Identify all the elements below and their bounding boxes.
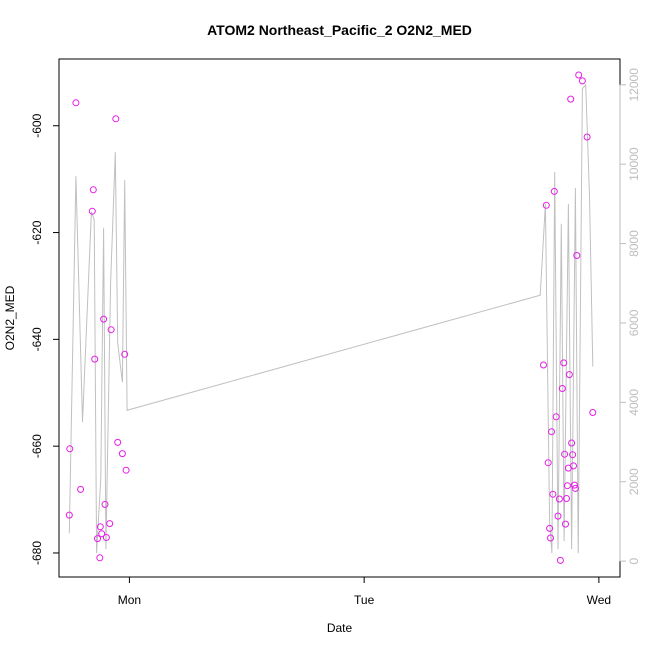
data-point bbox=[100, 315, 108, 323]
data-point bbox=[546, 524, 554, 532]
y2-tick-label: 6000 bbox=[627, 309, 641, 336]
data-point bbox=[96, 523, 104, 531]
chart-title: ATOM2 Northeast_Pacific_2 O2N2_MED bbox=[207, 22, 472, 38]
data-point bbox=[107, 326, 115, 334]
data-point bbox=[106, 520, 114, 528]
data-point bbox=[88, 207, 96, 215]
data-point bbox=[568, 439, 576, 447]
data-point bbox=[562, 520, 569, 528]
data-point bbox=[567, 95, 575, 103]
y-tick-label: -600 bbox=[30, 113, 44, 137]
data-point bbox=[569, 451, 577, 459]
x-tick-label: Tue bbox=[354, 593, 375, 607]
plot-frame bbox=[58, 58, 621, 578]
data-point bbox=[66, 445, 74, 453]
x-tick-label: Mon bbox=[118, 593, 141, 607]
y-tick-label: -620 bbox=[30, 220, 44, 244]
y2-tick-label: 4000 bbox=[627, 389, 641, 416]
y-axis-right: 0 2000 4000 6000 8000 10000 12000 bbox=[619, 68, 641, 564]
data-point bbox=[571, 481, 578, 489]
data-point bbox=[556, 556, 564, 564]
data-point bbox=[91, 355, 99, 363]
x-tick-label: Wed bbox=[587, 593, 611, 607]
data-point bbox=[65, 511, 73, 519]
x-axis-title: Date bbox=[327, 621, 353, 635]
data-point bbox=[101, 500, 109, 508]
data-point bbox=[575, 71, 583, 79]
data-point bbox=[589, 409, 597, 416]
data-point bbox=[548, 428, 555, 436]
data-point bbox=[118, 450, 126, 458]
data-point bbox=[583, 133, 591, 141]
data-point bbox=[563, 495, 570, 502]
data-point bbox=[571, 484, 579, 492]
data-point bbox=[558, 385, 566, 392]
data-point bbox=[573, 252, 581, 259]
x-axis: Mon Tue Wed bbox=[118, 576, 611, 607]
y2-tick-label: 2000 bbox=[627, 468, 641, 495]
data-point bbox=[112, 115, 120, 123]
data-point bbox=[77, 485, 85, 493]
y2-tick-label: 8000 bbox=[627, 230, 641, 257]
data-point bbox=[96, 554, 104, 562]
series-line bbox=[68, 83, 594, 554]
data-point bbox=[547, 534, 554, 542]
data-point bbox=[552, 413, 560, 421]
y-tick-label: -640 bbox=[30, 327, 44, 351]
data-layer bbox=[65, 71, 597, 564]
data-point bbox=[89, 186, 97, 194]
data-point bbox=[550, 187, 558, 195]
y-tick-label: -680 bbox=[30, 541, 44, 565]
data-point bbox=[555, 495, 563, 503]
y2-tick-label: 12000 bbox=[627, 68, 641, 102]
y-tick-label: -660 bbox=[30, 434, 44, 458]
y-axis-title: O2N2_MED bbox=[3, 285, 17, 350]
data-point bbox=[122, 466, 130, 474]
data-point bbox=[542, 201, 550, 209]
data-point bbox=[102, 534, 110, 541]
data-point bbox=[94, 535, 101, 543]
data-point bbox=[570, 462, 577, 470]
y-axis-left: -600 -620 -640 -660 -680 bbox=[30, 113, 60, 565]
data-point bbox=[563, 482, 571, 490]
data-point bbox=[98, 530, 106, 538]
data-point bbox=[560, 359, 568, 367]
data-point bbox=[565, 371, 573, 379]
data-point bbox=[72, 99, 80, 107]
data-point bbox=[121, 350, 129, 358]
y2-tick-label: 10000 bbox=[627, 147, 641, 181]
data-point bbox=[544, 459, 552, 467]
data-point bbox=[540, 361, 547, 369]
data-point bbox=[554, 512, 562, 520]
data-point bbox=[114, 438, 122, 446]
data-point bbox=[578, 77, 586, 85]
y2-tick-label: 0 bbox=[627, 557, 641, 564]
data-point bbox=[561, 450, 569, 458]
data-point bbox=[549, 490, 557, 498]
